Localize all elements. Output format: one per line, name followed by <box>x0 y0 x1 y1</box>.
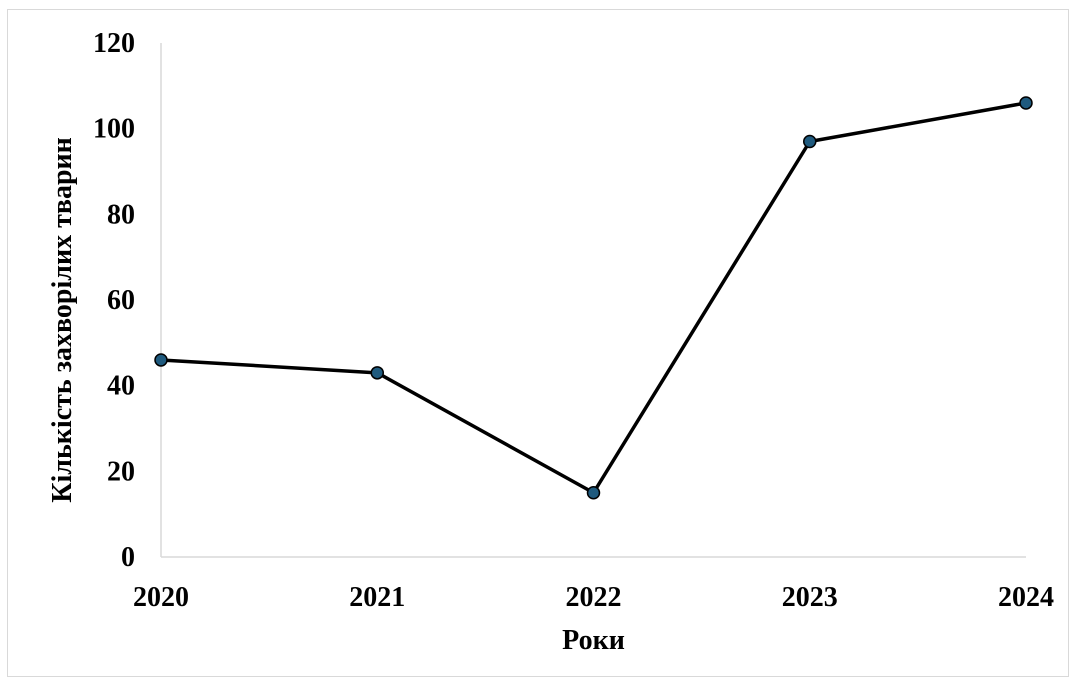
x-tick-label: 2024 <box>998 582 1054 613</box>
y-tick-label: 60 <box>107 285 135 316</box>
data-point-marker <box>370 366 384 380</box>
y-tick-label: 80 <box>107 199 135 230</box>
data-point-marker <box>1019 96 1033 110</box>
data-series <box>154 96 1033 500</box>
series-line <box>160 101 1027 495</box>
y-tick-label: 0 <box>121 542 135 573</box>
x-tick-label: 2020 <box>133 582 189 613</box>
data-point-marker <box>586 486 601 500</box>
y-tick-labels: 0 20 40 60 80 100 120 <box>93 28 135 573</box>
axes <box>160 43 1026 558</box>
y-axis-title: Кількість захворілих тварин <box>47 137 78 503</box>
y-tick-label: 120 <box>93 28 135 59</box>
x-tick-label: 2022 <box>566 582 622 613</box>
data-point-marker <box>803 134 817 149</box>
x-axis-title: Роки <box>562 625 625 656</box>
y-tick-label: 20 <box>107 456 135 487</box>
x-tick-label: 2023 <box>782 582 838 613</box>
y-tick-label: 40 <box>107 371 135 402</box>
data-point-marker <box>154 353 168 367</box>
x-tick-label: 2021 <box>349 582 405 613</box>
x-tick-labels: 2020 2021 2022 2023 2024 <box>133 582 1054 613</box>
chart-frame <box>7 9 1069 677</box>
y-tick-label: 100 <box>93 114 135 145</box>
